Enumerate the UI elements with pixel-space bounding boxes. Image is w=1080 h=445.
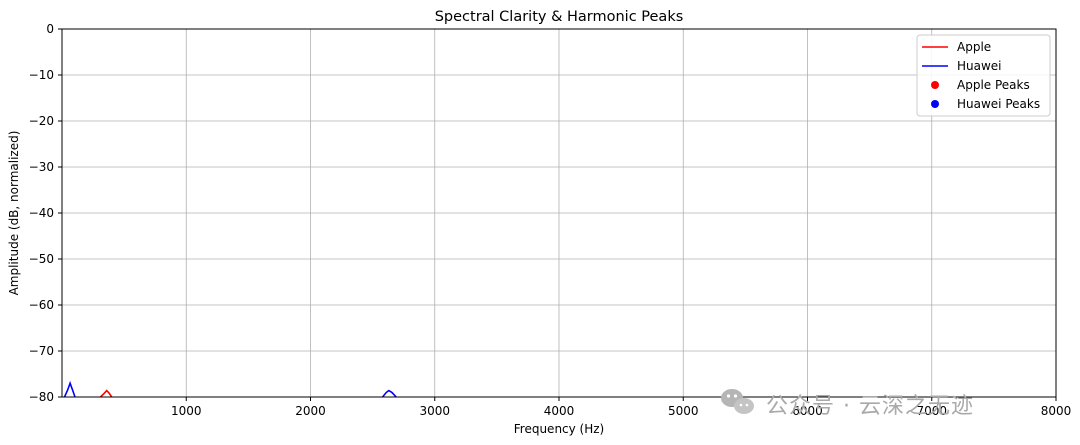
x-tick-label: 1000 [171, 404, 202, 418]
x-tick-label: 2000 [295, 404, 326, 418]
legend-frame [916, 34, 1051, 117]
huawei-series-line [63, 380, 76, 397]
y-tick-label: −30 [29, 160, 54, 174]
x-tick-label: 5000 [668, 404, 699, 418]
legend-swatch-huawei-peaks [931, 100, 939, 108]
apple-series-line [99, 389, 113, 397]
y-tick-label: −60 [29, 298, 54, 312]
watermark-text: 公众号 · 云深之无迹 [766, 394, 974, 419]
x-tick-label: 3000 [419, 404, 450, 418]
huawei-series-line [381, 389, 397, 397]
x-tick-label: 8000 [1041, 404, 1072, 418]
y-tick-label: −50 [29, 252, 54, 266]
watermark: 公众号 · 云深之无迹 [721, 389, 974, 419]
x-tick-label: 4000 [544, 404, 575, 418]
legend: Apple Huawei Apple Peaks Huawei Peaks [916, 34, 1051, 117]
y-axis-label: Amplitude (dB, normalized) [7, 131, 21, 296]
axis-ticks: 1000 2000 3000 4000 5000 6000 7000 8000 0 −10 −20 −… [29, 22, 1072, 418]
y-tick-label: −70 [29, 344, 54, 358]
y-tick-label: 0 [46, 22, 54, 36]
chart-title: Spectral Clarity & Harmonic Peaks [435, 9, 684, 25]
wechat-icon [721, 389, 754, 414]
legend-label-apple: Apple [957, 40, 991, 54]
legend-label-huawei-peaks: Huawei Peaks [957, 97, 1040, 111]
y-tick-label: −80 [29, 390, 54, 404]
legend-swatch-apple-peaks [931, 81, 939, 89]
x-tick-label: 7000 [916, 404, 947, 418]
legend-label-apple-peaks: Apple Peaks [957, 78, 1030, 92]
legend-label-huawei: Huawei [957, 59, 1002, 73]
y-tick-label: −40 [29, 206, 54, 220]
x-tick-label: 6000 [792, 404, 823, 418]
y-tick-label: −10 [29, 68, 54, 82]
y-tick-label: −20 [29, 114, 54, 128]
series-layer [63, 380, 397, 397]
grid-lines [62, 28, 1057, 398]
x-axis-label: Frequency (Hz) [514, 422, 605, 436]
